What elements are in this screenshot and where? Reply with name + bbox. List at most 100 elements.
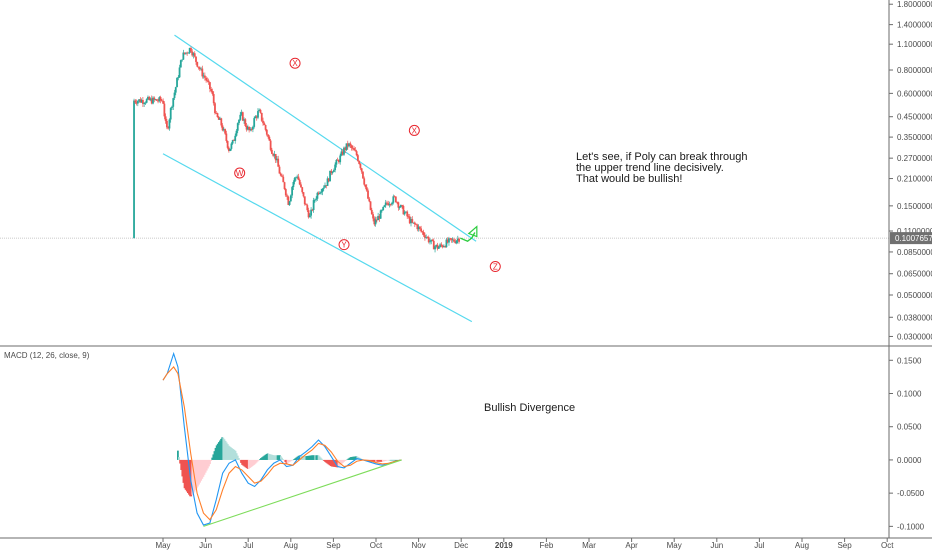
macd-histogram-bar	[349, 457, 352, 460]
divergence-trend-line	[203, 459, 402, 527]
candle-body	[217, 117, 220, 120]
macd-histogram-bar	[258, 459, 261, 460]
macd-histogram-bar	[277, 455, 280, 460]
candle-body	[373, 218, 376, 225]
macd-histogram-bar	[273, 455, 276, 460]
candle-body	[427, 237, 430, 243]
macd-histogram-bar	[274, 455, 277, 460]
macd-histogram-bar	[272, 455, 275, 460]
candle-body	[166, 120, 168, 128]
macd-histogram-bar	[255, 459, 258, 463]
candle-body	[233, 140, 235, 141]
macd-histogram-bar	[324, 459, 327, 463]
candle-body	[222, 129, 225, 131]
candle-body	[456, 238, 459, 241]
candle-body	[238, 119, 240, 124]
candle-body	[426, 237, 429, 238]
candle-body	[224, 129, 226, 134]
candle-body	[135, 102, 138, 104]
macd-histogram-bar	[346, 459, 349, 460]
candle-body	[326, 178, 329, 186]
candle-body	[192, 53, 195, 56]
macd-histogram-bar	[388, 459, 391, 461]
wave-label-circle	[338, 239, 350, 251]
macd-histogram-bar	[295, 457, 298, 460]
candle-body	[293, 178, 296, 182]
candle-body	[455, 240, 458, 244]
candle-body	[205, 77, 208, 81]
month-label: Jul	[754, 541, 764, 550]
candle-body	[329, 170, 331, 182]
candle-body	[296, 176, 299, 178]
macd-histogram-bar	[186, 459, 189, 494]
candle-body	[202, 75, 205, 77]
macd-histogram-bar	[242, 459, 245, 466]
month-label: Jun	[199, 541, 212, 550]
candle-body	[203, 75, 206, 78]
candle-body	[362, 171, 364, 179]
candle-body	[453, 239, 455, 242]
candle-body	[319, 192, 321, 194]
candle-body	[343, 147, 345, 155]
candle-body	[153, 97, 156, 100]
month-label: Sep	[326, 541, 341, 550]
candle-body	[254, 116, 257, 119]
macd-histogram-bar	[328, 459, 331, 466]
macd-histogram-bar	[378, 459, 381, 462]
macd-histogram-bar	[288, 459, 291, 462]
candle-body	[209, 82, 211, 90]
candle-body	[200, 68, 202, 70]
candle-body	[417, 226, 420, 230]
macd-histogram-bar	[195, 459, 198, 489]
candle-body	[133, 100, 135, 239]
candle-body	[278, 166, 281, 174]
month-label: Mar	[582, 541, 596, 550]
candle-body	[259, 109, 262, 113]
candle-body	[215, 113, 218, 114]
candle-body	[288, 201, 291, 205]
candle-body	[281, 175, 283, 177]
month-label: Jul	[243, 541, 253, 550]
price-tick-label: 0.06500000	[897, 270, 932, 279]
price-tick-label: 0.27000000	[897, 154, 932, 163]
macd-histogram-bar	[214, 447, 217, 460]
candle-body	[212, 94, 215, 104]
macd-histogram-bar	[381, 459, 384, 462]
candle-body	[440, 244, 443, 246]
price-tick-label: 1.40000000	[897, 21, 932, 30]
candle-body	[399, 205, 402, 208]
candle-body	[263, 123, 266, 125]
macd-histogram-bar	[353, 456, 355, 460]
candle-body	[160, 100, 163, 102]
candle-body	[169, 108, 172, 120]
macd-histogram	[177, 437, 402, 497]
candle-body	[264, 124, 267, 130]
candle-body	[246, 126, 249, 130]
candle-body	[365, 187, 368, 191]
macd-histogram-bar	[309, 455, 312, 460]
candle-body	[303, 196, 306, 205]
macd-histogram-bar	[250, 459, 252, 468]
macd-histogram-bar	[253, 459, 256, 465]
candle-body	[338, 160, 340, 163]
macd-histogram-bar	[208, 459, 210, 467]
macd-histogram-bar	[282, 459, 285, 460]
macd-histogram-bar	[227, 445, 230, 460]
macd-histogram-bar	[348, 457, 351, 460]
macd-histogram-bar	[226, 444, 229, 460]
last-price-label: 0.10076572	[895, 234, 932, 243]
annotation-line-3: That would be bullish!	[576, 173, 682, 185]
candle-body	[410, 219, 412, 224]
macd-histogram-bar	[244, 459, 247, 468]
macd-histogram-bar	[262, 456, 265, 460]
candle-body	[445, 239, 448, 248]
wave-label-circle	[289, 57, 301, 69]
candle-body	[335, 159, 338, 165]
macd-title: MACD (12, 26, close, 9)	[4, 351, 90, 360]
candle-body	[295, 177, 297, 179]
macd-histogram-bar	[245, 459, 248, 469]
macd-histogram-bar	[352, 456, 354, 460]
candle-body	[386, 202, 388, 204]
